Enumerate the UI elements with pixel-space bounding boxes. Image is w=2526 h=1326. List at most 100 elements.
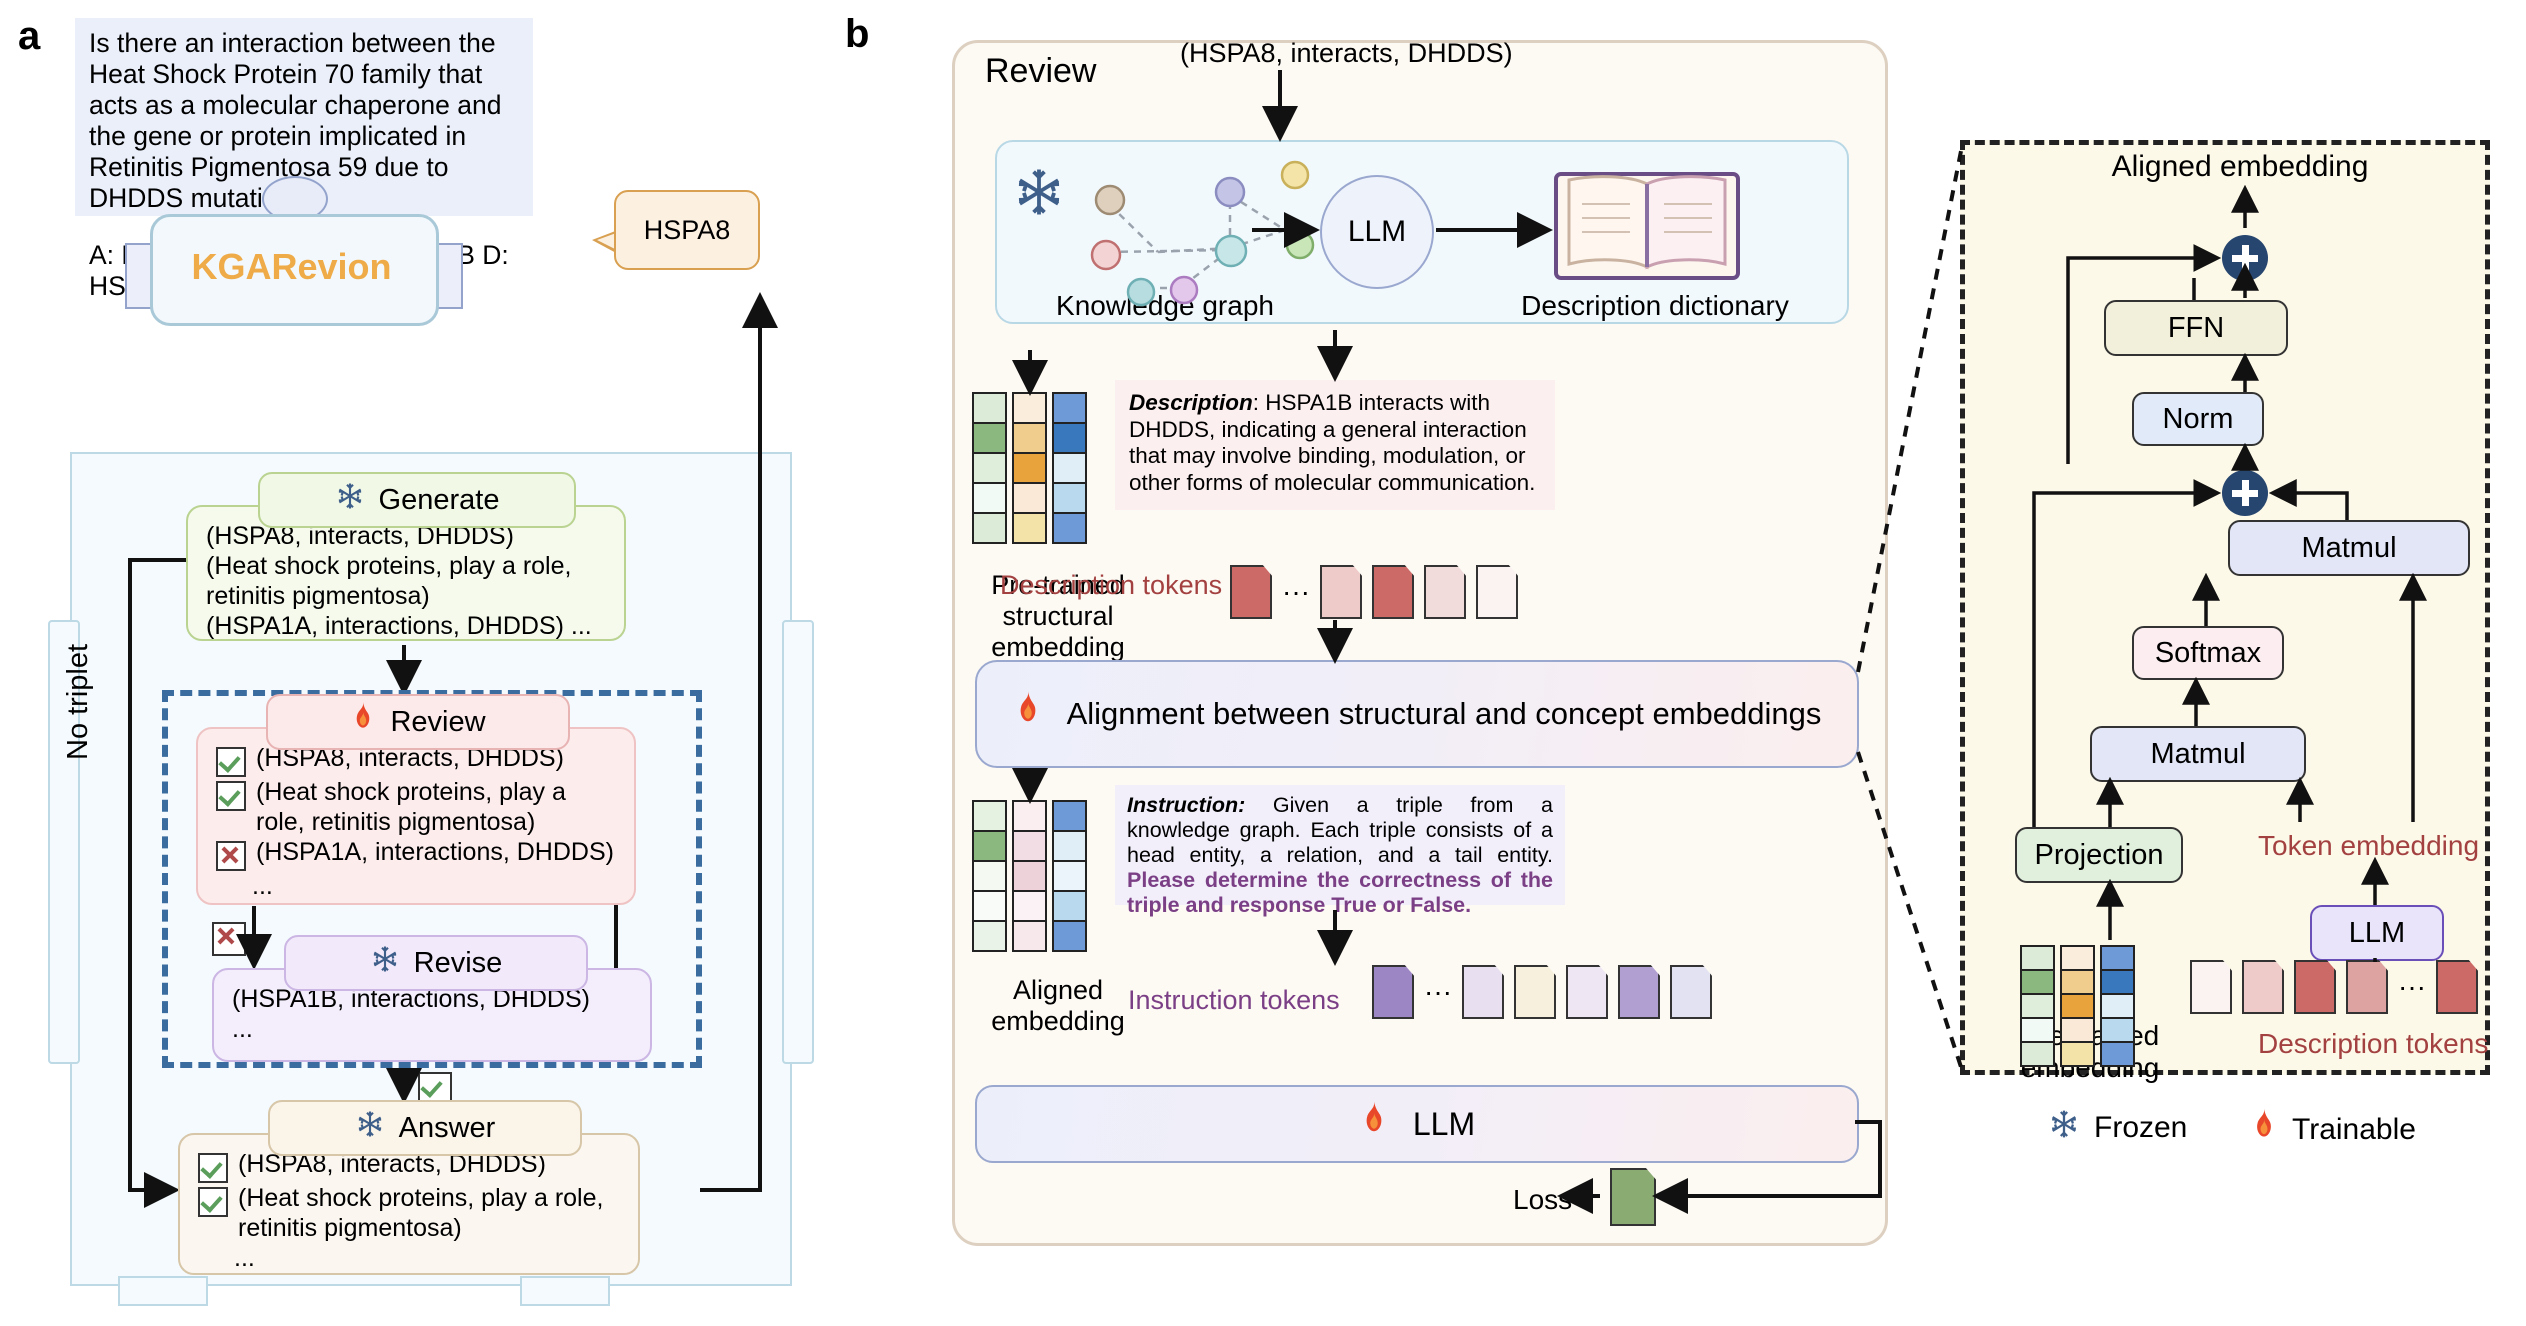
- question-text: Is there an interaction between the Heat…: [89, 28, 502, 213]
- panel-b-letter: b: [845, 12, 870, 56]
- check-icon: [198, 1187, 228, 1217]
- ellipsis: ...: [252, 872, 273, 900]
- vector-column: [2060, 945, 2095, 1067]
- add-icon-top: [2222, 235, 2268, 281]
- block-ffn: FFN: [2104, 300, 2288, 356]
- description-text-box: Description: HSPA1B interacts with DHDDS…: [1115, 380, 1555, 510]
- check-icon: [198, 1153, 228, 1183]
- list-item-label: (HSPA1A, interactions, DHDDS): [256, 838, 614, 866]
- flame-icon: [1359, 1101, 1389, 1147]
- instruction-text: Given a triple from a knowledge graph. E…: [1127, 793, 1553, 867]
- list-item: (Heat shock proteins, play a role, retin…: [198, 1183, 620, 1243]
- instruction-bold-label: Instruction:: [1127, 793, 1246, 817]
- snowflake-icon: [2048, 1108, 2080, 1148]
- flame-icon: [1013, 690, 1043, 738]
- description-tokens-row: ···: [1230, 565, 1518, 619]
- token-chip: [2435, 960, 2478, 1014]
- answer-triplets: (HSPA8, interacts, DHDDS) (Heat shock pr…: [178, 1133, 640, 1275]
- architecture-pretrained-embedding-matrix: [2020, 945, 2135, 1067]
- snowflake-icon: [1012, 165, 1066, 224]
- legend-frozen-label: Frozen: [2094, 1111, 2188, 1144]
- dots: ···: [1282, 576, 1310, 607]
- instruction-tokens-label: Instruction tokens: [1128, 985, 1340, 1015]
- block-softmax: Softmax: [2132, 626, 2284, 680]
- vector-column: [1012, 800, 1047, 952]
- token-embedding-label: Token embedding: [2258, 830, 2480, 861]
- add-icon-mid: [2222, 470, 2268, 516]
- architecture-description-tokens-row: ···: [2190, 960, 2478, 1014]
- token-chip: [1669, 965, 1712, 1019]
- pretrained-structural-embedding-matrix: [972, 392, 1087, 544]
- snowflake-icon: [355, 1109, 385, 1147]
- panel-a-letter: a: [18, 14, 41, 58]
- aligned-embedding-matrix: [972, 800, 1087, 952]
- token-chip: [1372, 965, 1414, 1019]
- list-item: (Heat shock proteins, play a role, retin…: [216, 777, 616, 837]
- token-chip: [2294, 960, 2336, 1014]
- pretrained-structural-embedding-label: Pre-trained structural embedding: [991, 570, 1125, 662]
- agent-name: KGARevion: [191, 246, 392, 287]
- frame-foot-right: [520, 1276, 610, 1306]
- description-dictionary-label: Description dictionary: [1521, 290, 1789, 321]
- architecture-output-label: Aligned embedding: [2111, 150, 2369, 183]
- stage-tab-review: Review: [266, 694, 570, 750]
- block-norm: Norm: [2132, 392, 2264, 446]
- token-chip: [1513, 965, 1556, 1019]
- vector-column: [972, 800, 1007, 952]
- ellipsis: ...: [234, 1244, 255, 1272]
- architecture-description-tokens-label: Description tokens: [2258, 1028, 2489, 1059]
- alignment-label: Alignment between structural and concept…: [1066, 696, 1822, 731]
- book-icon: [1552, 168, 1742, 293]
- frame-foot-left: [118, 1276, 208, 1306]
- legend-trainable-label: Trainable: [2292, 1113, 2416, 1146]
- stage-title-revise: Revise: [413, 946, 503, 979]
- answer-bubble: HSPA8: [614, 190, 760, 270]
- no-triplet-label: No triplet: [62, 643, 94, 760]
- description-text: : HSPA1B interacts with DHDDS, indicatin…: [1129, 390, 1536, 495]
- llm-bar-label: LLM: [1412, 1105, 1476, 1142]
- knowledge-graph-label: Knowledge graph: [1056, 290, 1274, 321]
- stage-tab-generate: Generate: [258, 472, 576, 528]
- check-icon: [216, 781, 246, 811]
- block-matmul-mid: Matmul: [2090, 726, 2306, 782]
- list-item-label: (Heat shock proteins, play a role, retin…: [238, 1184, 604, 1242]
- token-chip: [1319, 565, 1362, 619]
- llm-node: LLM: [1320, 175, 1434, 289]
- block-matmul-top: Matmul: [2228, 520, 2470, 576]
- token-chip: [1617, 965, 1660, 1019]
- legend-trainable: Trainable: [2250, 1108, 2416, 1152]
- alignment-module: Alignment between structural and concept…: [975, 660, 1859, 768]
- token-chip: [1461, 965, 1504, 1019]
- list-item: (Heat shock proteins, play a role, retin…: [206, 552, 572, 610]
- dots: ···: [1424, 976, 1452, 1007]
- bubble-tail-fill: [597, 232, 619, 251]
- token-chip: [1230, 565, 1272, 619]
- ellipsis: ...: [232, 1015, 253, 1043]
- cross-icon: [216, 841, 246, 871]
- description-bold-label: Description: [1129, 390, 1253, 415]
- block-llm: LLM: [2310, 905, 2444, 961]
- stage-title-answer: Answer: [398, 1111, 496, 1144]
- list-item: (HSPA1A, interactions, DHDDS) ...: [206, 612, 592, 640]
- dots: ···: [2398, 971, 2426, 1002]
- vector-column: [2100, 945, 2135, 1067]
- list-item-label: (Heat shock proteins, play a role, retin…: [256, 778, 566, 836]
- snowflake-icon: [335, 481, 365, 519]
- aligned-embedding-label: Aligned embedding: [991, 975, 1125, 1036]
- vector-column: [972, 392, 1007, 544]
- vector-column: [1052, 800, 1087, 952]
- input-triple-label: (HSPA8, interacts, DHDDS): [1180, 38, 1513, 68]
- instruction-text-box: Instruction: Given a triple from a knowl…: [1115, 785, 1565, 917]
- instruction-highlight: Please determine the correctness of the …: [1127, 868, 1553, 917]
- agent-body: [150, 214, 439, 326]
- token-chip: [2242, 960, 2284, 1014]
- llm-module-bar: LLM: [975, 1085, 1859, 1163]
- legend-frozen: Frozen: [2048, 1108, 2187, 1148]
- token-chip: [2346, 960, 2388, 1014]
- check-icon: [216, 747, 246, 777]
- token-chip: [1475, 565, 1518, 619]
- stage-tab-revise: Revise: [284, 935, 588, 991]
- vector-column: [1052, 392, 1087, 544]
- stage-tab-answer: Answer: [268, 1100, 582, 1156]
- description-tokens-label: Description tokens: [1000, 570, 1223, 600]
